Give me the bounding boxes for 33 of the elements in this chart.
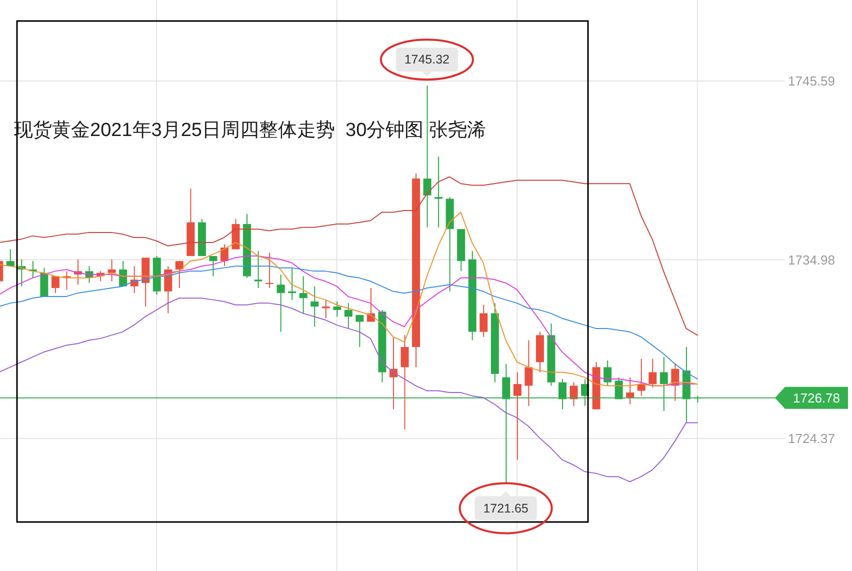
candlestick (40, 267, 48, 297)
annotation: 1721.65 (483, 501, 528, 516)
annotation: 1745.32 (404, 52, 450, 67)
candlestick (299, 276, 308, 314)
candlestick (434, 156, 443, 228)
candlestick (637, 358, 646, 396)
candlestick (6, 248, 14, 267)
candlestick (108, 258, 116, 282)
candlestick (570, 382, 578, 406)
candlestick (276, 274, 285, 332)
y-tick-label: 1724.37 (788, 431, 835, 446)
candlestick (344, 302, 352, 329)
candlestick (356, 314, 364, 348)
candlestick (626, 376, 634, 405)
candlestick (648, 358, 657, 388)
line-series (0, 176, 698, 336)
candlestick (423, 85, 432, 228)
candlestick (333, 301, 342, 318)
candlestick (175, 260, 184, 289)
candlestick (524, 340, 533, 406)
candlestick (254, 250, 262, 289)
y-tick-label: 1734.98 (788, 252, 835, 268)
line-series (0, 298, 698, 482)
y-tick-label: 1745.59 (788, 74, 835, 89)
candlestick (266, 252, 274, 289)
ref-line-label: 1726.78 (793, 390, 840, 406)
candlestick (513, 372, 522, 460)
candlestick (480, 304, 488, 338)
candlestick (604, 360, 612, 386)
candlestick (310, 286, 319, 328)
candlestick (209, 256, 218, 277)
candlestick (51, 276, 60, 294)
candlestick (400, 334, 409, 430)
